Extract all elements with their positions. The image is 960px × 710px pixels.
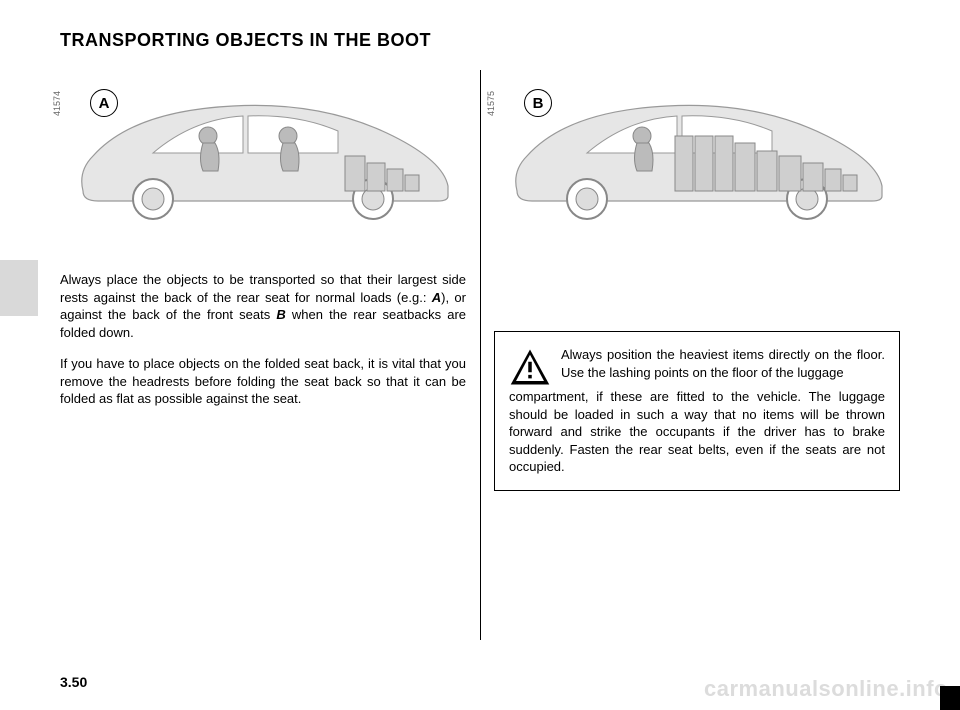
paragraph-2: If you have to place objects on the fold… bbox=[60, 355, 466, 408]
page-number: 3.50 bbox=[60, 674, 87, 690]
p1-ref-b: B bbox=[276, 307, 285, 322]
warning-row: Always position the heavi­est items dire… bbox=[509, 346, 885, 388]
warning-icon bbox=[509, 346, 551, 388]
figure-b: 41575 B bbox=[494, 81, 900, 241]
p1-ref-a: A bbox=[432, 290, 441, 305]
p1-text-a: Always place the objects to be trans­por… bbox=[60, 272, 466, 305]
warning-lead: Always position the heavi­est items dire… bbox=[561, 346, 885, 388]
manual-page: TRANSPORTING OBJECTS IN THE BOOT 41574 A bbox=[0, 0, 960, 710]
watermark: carmanualsonline.info bbox=[704, 676, 948, 702]
figure-a-badge: A bbox=[90, 89, 118, 117]
warning-box: Always position the heavi­est items dire… bbox=[494, 331, 900, 491]
paragraph-1: Always place the objects to be trans­por… bbox=[60, 271, 466, 341]
section-tab bbox=[0, 260, 38, 316]
figure-b-id: 41575 bbox=[486, 91, 496, 116]
car-diagram-a bbox=[60, 81, 466, 241]
column-right: 41575 B bbox=[494, 71, 900, 491]
column-divider bbox=[480, 70, 481, 640]
column-left: 41574 A bbox=[60, 71, 466, 491]
car-diagram-b bbox=[494, 81, 900, 241]
figure-a: 41574 A bbox=[60, 81, 466, 241]
crop-mark bbox=[940, 686, 960, 710]
warning-rest: compartment, if these are fitted to the … bbox=[509, 388, 885, 476]
figure-b-badge: B bbox=[524, 89, 552, 117]
figure-a-id: 41574 bbox=[52, 91, 62, 116]
page-title: TRANSPORTING OBJECTS IN THE BOOT bbox=[60, 30, 900, 51]
